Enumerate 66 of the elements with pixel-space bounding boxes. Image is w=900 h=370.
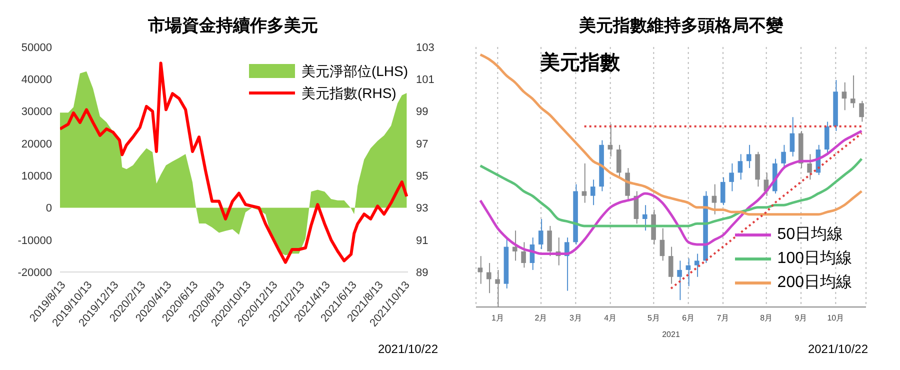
x-tick-label: 3月 [569, 314, 582, 323]
candlestick [677, 260, 682, 301]
x-tick-label: 4月 [604, 314, 617, 323]
x-tick-label: 9月 [794, 314, 808, 323]
x-tick-label: 8月 [760, 314, 773, 323]
y2-tick-label: 89 [416, 266, 428, 279]
candlestick [720, 176, 726, 206]
y-tick-label: 20000 [21, 138, 52, 150]
candlestick [512, 230, 518, 262]
candlestick [608, 124, 613, 157]
y-tick-label: -20000 [18, 266, 52, 279]
candlestick [582, 162, 587, 204]
chart-title: 美元指數維持多頭格局不變 [578, 15, 784, 37]
candlestick [625, 168, 630, 201]
y-tick-label: 10000 [21, 170, 52, 182]
text: 2021/10/22 [378, 342, 438, 356]
y2-tick-label: 97 [416, 138, 428, 150]
text: 2021/10/22 [808, 342, 868, 356]
y2-tick-label: 103 [416, 42, 434, 54]
candlestick [547, 225, 552, 257]
x-tick-label: 1月 [491, 314, 504, 323]
candlestick [729, 162, 734, 192]
y2-tick-label: 101 [416, 74, 434, 86]
candlestick [478, 256, 483, 284]
chart-title: 市場資金持續作多美元 [147, 15, 319, 37]
candlestick [859, 100, 864, 122]
y-tick-label: 50000 [21, 42, 52, 54]
legend-label: 50日均線 [777, 225, 844, 245]
candlestick [738, 154, 743, 180]
chart-subtitle: 美元指數 [540, 50, 620, 76]
candlestick [538, 218, 544, 250]
candlestick [642, 204, 648, 232]
candlestick [694, 253, 700, 278]
y-tick-label: 30000 [21, 106, 52, 118]
candlestick [660, 228, 665, 262]
candlestick [790, 116, 795, 157]
x-tick-label: 2月 [534, 314, 548, 323]
y2-tick-label: 93 [416, 202, 428, 215]
candlestick [686, 258, 691, 287]
legend-label: 美元淨部位(LHS) [301, 62, 408, 81]
candlestick [842, 82, 847, 111]
y-tick-label: 40000 [21, 74, 52, 86]
x-axis-title: 2021 [662, 330, 680, 339]
candlestick [807, 154, 812, 180]
candlestick [486, 262, 492, 294]
x-tick-label: 5月 [647, 314, 660, 323]
candlestick [590, 179, 596, 206]
x-tick-label: 10月 [827, 314, 844, 323]
candlestick [824, 121, 830, 155]
candlestick [712, 184, 717, 215]
legend-label: 200日均線 [777, 273, 852, 293]
candlestick [521, 242, 526, 268]
y2-tick-label: 99 [416, 106, 428, 118]
x-tick-label: 6月 [682, 314, 695, 323]
candlestick [781, 144, 786, 169]
candlestick [668, 246, 674, 284]
candlestick [616, 144, 622, 178]
y2-tick-label: 91 [416, 234, 428, 247]
y-tick-label: -10000 [18, 234, 52, 247]
y-tick-label: 0 [46, 202, 52, 215]
legend-label: 100日均線 [777, 249, 852, 269]
candlestick [850, 74, 856, 108]
legend-label: 美元指數(RHS) [301, 84, 396, 103]
x-tick-label: 7月 [716, 314, 730, 323]
y2-tick-label: 95 [416, 170, 428, 182]
candlestick [746, 144, 752, 169]
